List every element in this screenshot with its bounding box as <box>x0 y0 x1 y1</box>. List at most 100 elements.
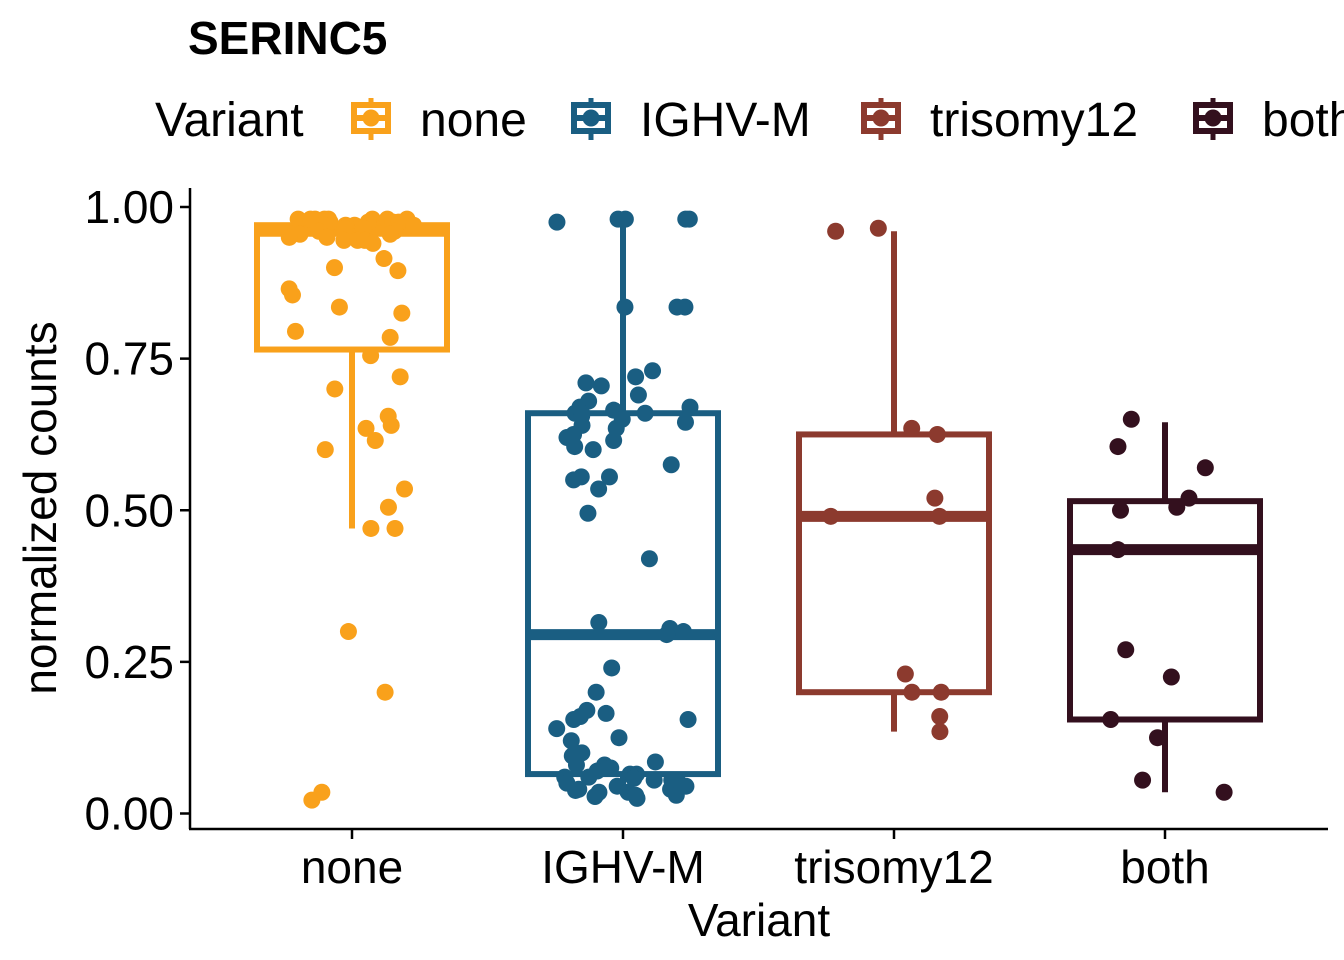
data-point <box>318 228 336 246</box>
data-point <box>562 732 580 750</box>
x-tick-label: IGHV-M <box>541 841 705 893</box>
data-point <box>903 683 921 701</box>
box-iqr <box>796 431 992 696</box>
legend-key-point <box>582 109 600 127</box>
data-point <box>381 225 399 243</box>
data-point <box>603 659 621 677</box>
data-point <box>325 259 343 277</box>
legend-key-point <box>1204 109 1222 127</box>
data-point <box>1122 410 1140 428</box>
data-point <box>362 519 380 537</box>
data-point <box>605 432 623 450</box>
data-point <box>609 210 627 228</box>
data-point <box>822 507 840 525</box>
data-point <box>926 489 944 507</box>
boxes <box>254 210 1263 809</box>
data-point <box>645 771 663 789</box>
data-point <box>1109 438 1127 456</box>
legend-key-trisomy12 <box>861 98 901 140</box>
box-group-trisomy12 <box>796 219 992 741</box>
data-point <box>396 480 414 498</box>
data-point <box>1117 641 1135 659</box>
plot-area: 0.00 0.25 0.50 0.75 1.00 none IGHV-M trisomy12… <box>84 181 1328 893</box>
data-point <box>1162 668 1180 686</box>
box-group-none <box>254 210 450 809</box>
y-tick-label: 0.25 <box>84 636 174 688</box>
data-point <box>339 623 357 641</box>
data-point <box>389 262 407 280</box>
data-point <box>629 386 647 404</box>
legend-label: IGHV-M <box>640 94 811 147</box>
data-point <box>590 480 608 498</box>
data-point <box>335 231 353 249</box>
y-axis-title: normalized counts <box>14 321 66 694</box>
data-point <box>326 380 344 398</box>
data-point <box>1215 783 1233 801</box>
data-point <box>375 250 393 268</box>
data-point <box>625 769 643 787</box>
box-group-IGHV-M <box>525 210 721 807</box>
x-tick-label: none <box>301 841 403 893</box>
legend-label: none <box>420 94 527 147</box>
data-point <box>677 210 695 228</box>
legend: Variant none IGHV-M trisomy12 both <box>155 94 1344 147</box>
data-point <box>386 519 404 537</box>
data-point <box>379 498 397 516</box>
data-point <box>932 683 950 701</box>
data-point <box>662 456 680 474</box>
data-point <box>382 416 400 434</box>
data-point <box>681 398 699 416</box>
data-point <box>679 710 697 728</box>
data-point <box>628 789 646 807</box>
data-point <box>600 468 618 486</box>
data-point <box>584 441 602 459</box>
data-point <box>616 298 634 316</box>
chart-title: SERINC5 <box>188 12 387 64</box>
data-point <box>931 723 949 741</box>
x-ticks: none IGHV-M trisomy12 both <box>301 829 1210 893</box>
data-point <box>1111 501 1129 519</box>
data-point <box>586 788 604 806</box>
data-point <box>602 759 620 777</box>
data-point <box>381 328 399 346</box>
data-point <box>658 626 676 644</box>
y-tick-label: 0.75 <box>84 333 174 385</box>
x-tick-label: both <box>1120 841 1210 893</box>
data-point <box>364 234 382 252</box>
legend-key-both <box>1193 98 1233 140</box>
data-point <box>405 216 423 234</box>
y-tick-label: 1.00 <box>84 181 174 233</box>
data-point <box>869 219 887 237</box>
data-point <box>587 683 605 701</box>
data-point <box>928 425 946 443</box>
data-point <box>1168 498 1186 516</box>
data-point <box>362 347 380 365</box>
data-point <box>567 756 585 774</box>
data-point <box>896 665 914 683</box>
box-group-both <box>1067 410 1263 801</box>
data-point <box>376 683 394 701</box>
data-point <box>903 419 921 437</box>
data-point <box>1196 459 1214 477</box>
legend-title: Variant <box>155 94 304 147</box>
data-point <box>931 707 949 725</box>
data-point <box>1180 489 1198 507</box>
data-point <box>286 322 304 340</box>
y-tick-label: 0.00 <box>84 788 174 840</box>
data-point <box>1134 771 1152 789</box>
data-point <box>548 720 566 738</box>
data-point <box>565 710 583 728</box>
data-point <box>301 210 319 228</box>
data-point <box>330 298 348 316</box>
data-point <box>674 623 692 641</box>
data-point <box>316 441 334 459</box>
data-point <box>627 368 645 386</box>
data-point <box>565 471 583 489</box>
data-point <box>640 550 658 568</box>
data-point <box>577 374 595 392</box>
data-point <box>1149 729 1167 747</box>
data-point <box>357 419 375 437</box>
data-point <box>366 432 384 450</box>
data-point <box>566 438 584 456</box>
data-point <box>391 368 409 386</box>
